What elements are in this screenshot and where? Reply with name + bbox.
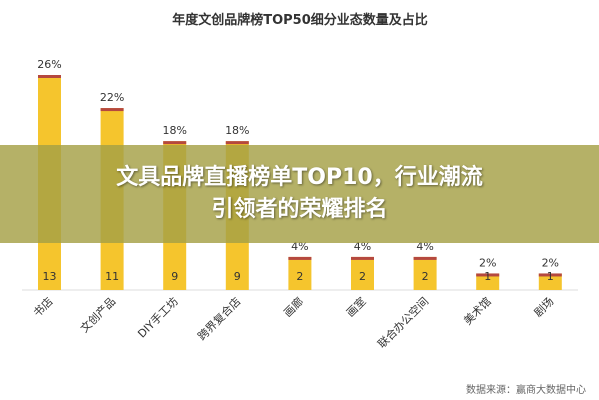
chart-title: 年度文创品牌榜TOP50细分业态数量及占比 bbox=[172, 12, 428, 28]
category-label-8: 剧场 bbox=[531, 294, 556, 319]
bar-cap-4 bbox=[288, 256, 312, 260]
percent-label-7: 2% bbox=[479, 256, 496, 269]
value-label-8: 1 bbox=[547, 270, 554, 283]
bar-6 bbox=[413, 256, 437, 290]
source-note: 数据来源：赢商大数据中心 bbox=[466, 383, 586, 396]
bar-cap-0 bbox=[38, 75, 61, 78]
bar-cap-6 bbox=[413, 256, 437, 260]
category-label-5: 画室 bbox=[343, 294, 368, 319]
category-label-7: 美术馆 bbox=[461, 294, 494, 327]
bar-cap-1 bbox=[100, 108, 124, 112]
bar-cap-8 bbox=[538, 273, 562, 277]
category-label-1: 文创产品 bbox=[77, 294, 118, 335]
bar-7 bbox=[476, 273, 500, 290]
percent-label-0: 26% bbox=[37, 58, 61, 71]
headline-line-2: 引领者的荣耀排名 bbox=[211, 197, 388, 222]
percent-label-2: 18% bbox=[162, 124, 186, 137]
category-label-4: 画廊 bbox=[281, 294, 306, 319]
category-label-3: 跨界复合店 bbox=[195, 294, 244, 343]
category-label-6: 联合办公空间 bbox=[375, 294, 432, 351]
bar-cap-2 bbox=[163, 141, 187, 145]
value-label-7: 1 bbox=[484, 270, 491, 283]
category-label-2: DIY手工坊 bbox=[135, 294, 181, 340]
bar-cap-3 bbox=[225, 141, 249, 145]
bar-cap-5 bbox=[351, 256, 374, 260]
percent-label-1: 22% bbox=[100, 91, 124, 104]
bar-4 bbox=[288, 256, 312, 290]
percent-label-3: 18% bbox=[225, 124, 249, 137]
percent-label-8: 2% bbox=[542, 256, 559, 269]
percent-label-4: 4% bbox=[291, 240, 308, 253]
value-label-3: 9 bbox=[234, 270, 241, 283]
value-label-6: 2 bbox=[422, 270, 429, 283]
bar-8 bbox=[538, 273, 562, 290]
value-label-1: 11 bbox=[105, 270, 119, 283]
value-label-2: 9 bbox=[171, 270, 178, 283]
percent-label-6: 4% bbox=[416, 240, 433, 253]
value-label-5: 2 bbox=[359, 270, 366, 283]
bar-5 bbox=[351, 256, 374, 290]
value-label-0: 13 bbox=[43, 270, 57, 283]
headline-banner: 文具品牌直播榜单TOP10，行业潮流 引领者的荣耀排名 bbox=[0, 145, 599, 243]
bar-cap-7 bbox=[476, 273, 500, 277]
percent-label-5: 4% bbox=[354, 240, 371, 253]
category-label-0: 书店 bbox=[30, 294, 55, 319]
value-label-4: 2 bbox=[296, 270, 303, 283]
headline-line-1: 文具品牌直播榜单TOP10，行业潮流 bbox=[116, 165, 483, 190]
